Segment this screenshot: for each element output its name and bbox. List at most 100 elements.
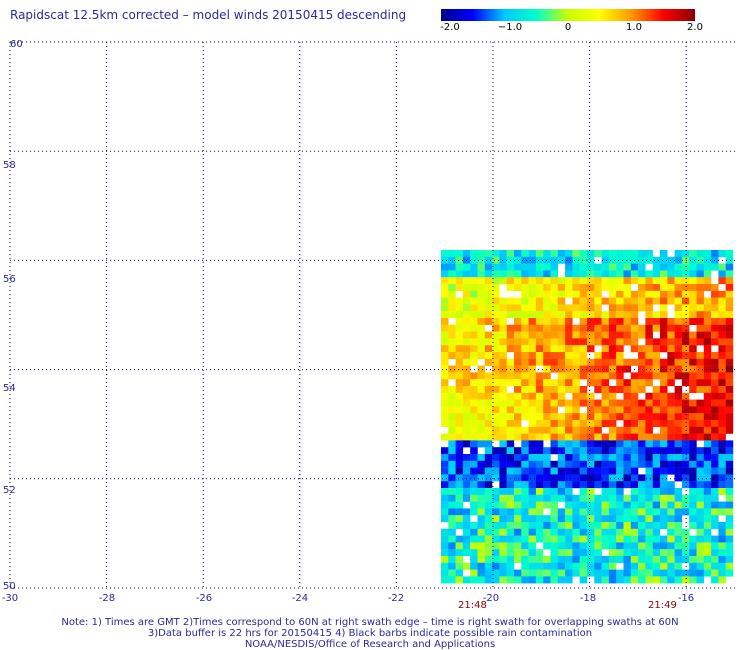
swath-cell: [587, 447, 595, 455]
swath-cell: [441, 338, 449, 346]
swath-cell: [528, 447, 537, 455]
swath-cell: [492, 413, 500, 421]
swath-cell: [470, 318, 478, 325]
swath-cell: [594, 318, 602, 325]
swath-cell: [689, 474, 697, 482]
swath-cell: [492, 426, 500, 434]
swath-cell: [557, 311, 566, 319]
swath-cell: [689, 406, 697, 414]
swath-cell: [455, 358, 464, 366]
swath-cell: [550, 481, 558, 489]
swath-cell: [579, 358, 588, 366]
swath-cell: [448, 460, 456, 468]
swath-cell: [514, 535, 522, 543]
swath-cell: [608, 488, 617, 495]
swath-cell: [572, 447, 580, 455]
swath-cell: [689, 488, 697, 495]
swath-cell: [667, 522, 675, 529]
swath-cell: [696, 454, 704, 461]
swath-cell: [441, 365, 449, 373]
swath-cell: [674, 549, 683, 557]
swath-cell: [696, 386, 704, 393]
swath-cell: [521, 562, 529, 570]
swath-cell: [470, 270, 478, 278]
swath-cell: [594, 358, 602, 366]
swath-cell: [587, 338, 595, 346]
swath-cell: [608, 467, 617, 475]
swath-cell: [543, 467, 551, 475]
swath-cell: [608, 331, 617, 339]
swath-cell: [638, 522, 646, 529]
swath-cell: [477, 345, 485, 353]
swath-cell: [499, 515, 507, 523]
swath-cell: [579, 392, 588, 400]
swath-cell: [492, 501, 500, 509]
swath-cell: [499, 467, 507, 475]
swath-cell: [623, 576, 631, 584]
swath-cell: [565, 481, 573, 489]
swath-cell: [696, 277, 704, 285]
swath-cell: [645, 304, 653, 312]
swath-cell: [696, 522, 704, 529]
swath-cell: [711, 352, 719, 359]
swath-cell: [667, 549, 675, 557]
swath-cell: [645, 460, 653, 468]
swath-cell: [572, 406, 580, 414]
swath-cell: [601, 284, 610, 291]
swath-cell: [689, 454, 697, 461]
swath-cell: [470, 420, 478, 427]
swath-cell: [587, 501, 595, 509]
swath-cell: [572, 420, 580, 427]
swath-cell: [696, 331, 704, 339]
swath-cell: [616, 352, 624, 359]
swath-cell: [594, 467, 602, 475]
swath-cell: [638, 576, 646, 584]
swath-cell: [499, 386, 507, 393]
swath-cell: [608, 250, 617, 257]
swath-cell: [506, 501, 515, 509]
swath-cell: [492, 549, 500, 557]
swath-cell: [630, 576, 639, 584]
swath-cell: [608, 311, 617, 319]
swath-cell: [696, 358, 704, 366]
colorbar-label-max: 2.0: [687, 22, 703, 33]
swath-cell: [565, 304, 573, 312]
swath-cell: [652, 358, 661, 366]
swath-cell: [484, 501, 493, 509]
swath-cell: [506, 426, 515, 434]
swath-cell: [462, 250, 471, 257]
swath-cell: [521, 535, 529, 543]
swath-cell: [681, 447, 690, 455]
swath-cell: [579, 311, 588, 319]
swath-cell: [521, 345, 529, 353]
swath-cell: [725, 392, 734, 400]
swath-cell: [601, 508, 610, 516]
swath-cell: [484, 474, 493, 482]
swath-cell: [470, 528, 478, 536]
swath-cell: [492, 460, 500, 468]
swath-cell: [630, 345, 639, 353]
swath-cell: [528, 399, 537, 407]
swath-cell: [514, 426, 522, 434]
swath-cell: [521, 324, 529, 332]
swath-cell: [543, 569, 551, 577]
swath-cell: [470, 290, 478, 298]
swath-cell: [616, 406, 624, 414]
swath-cell: [550, 263, 558, 271]
swath-cell: [543, 352, 551, 359]
swath-cell: [725, 399, 734, 407]
swath-cell: [499, 508, 507, 516]
swath-cell: [550, 515, 558, 523]
swath-cell: [550, 522, 558, 529]
swath-cell: [484, 494, 493, 502]
swath-cell: [462, 474, 471, 482]
swath-cell: [718, 433, 726, 441]
swath-cell: [521, 250, 529, 257]
swath-cell: [696, 549, 704, 557]
swath-cell: [535, 318, 544, 325]
swath-cell: [579, 515, 588, 523]
swath-cell: [718, 426, 726, 434]
swath-cell: [711, 576, 719, 584]
swath-cell: [557, 256, 566, 264]
swath-cell: [572, 284, 580, 291]
